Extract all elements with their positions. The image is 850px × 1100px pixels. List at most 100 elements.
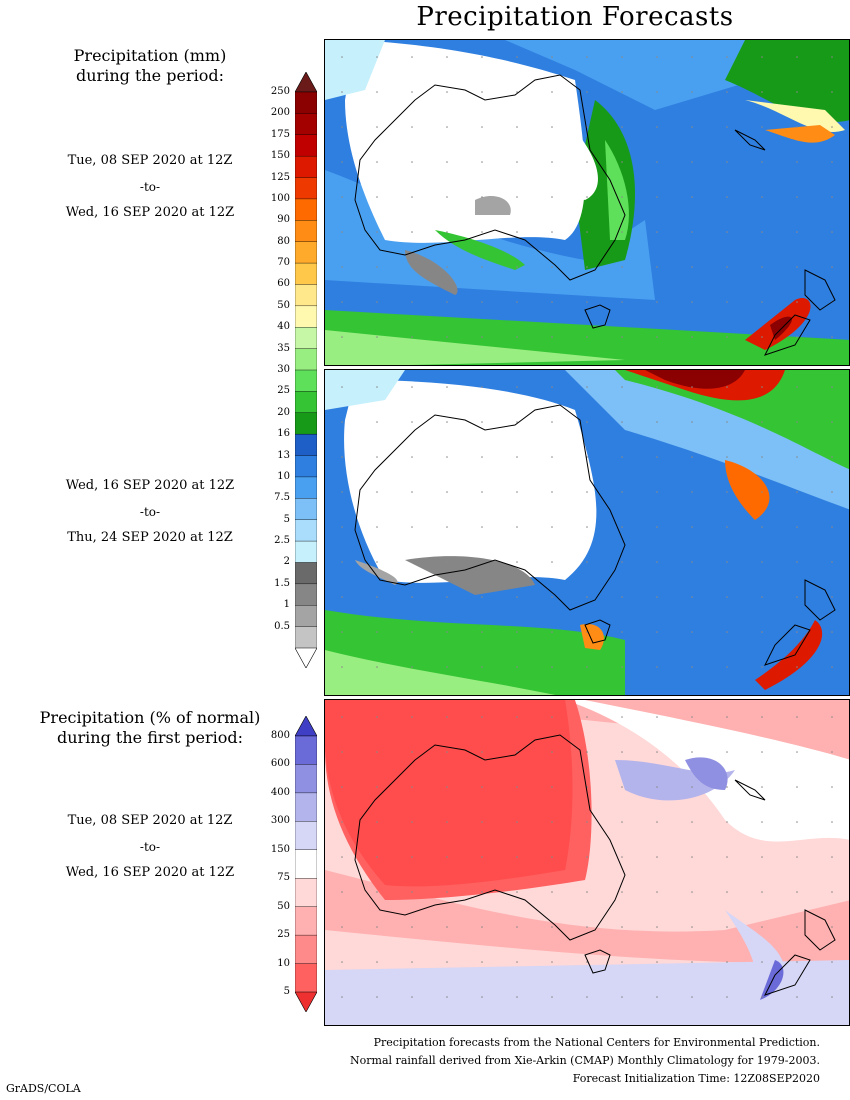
colorbar-swatch — [294, 455, 318, 478]
colorbar-tick-label: 70 — [277, 257, 290, 269]
colorbar-tick-label: 50 — [277, 900, 290, 912]
precip-map-2 — [325, 370, 849, 695]
panel3-period: Tue, 08 SEP 2020 at 12Z -to- Wed, 16 SEP… — [30, 808, 270, 886]
period-sep: -to- — [139, 505, 161, 519]
panel2-period: Wed, 16 SEP 2020 at 12Z -to- Thu, 24 SEP… — [30, 473, 270, 551]
map-panel-3 — [324, 699, 850, 1026]
precip-colorbar — [294, 71, 318, 669]
colorbar-swatch — [294, 155, 318, 179]
colorbar-tick-label: 50 — [277, 299, 290, 311]
colorbar-tick-label: 250 — [270, 86, 290, 97]
colorbar-swatch — [294, 540, 318, 564]
colorbar-tick-label: 20 — [277, 406, 290, 418]
colorbar-tick-label: 30 — [277, 364, 290, 375]
colorbar-tick-label: 150 — [270, 150, 290, 162]
precip-colorbar-svg — [294, 71, 318, 669]
colorbar-swatch — [294, 220, 318, 243]
panel3-heading: Precipitation (% of normal) during the f… — [30, 708, 270, 748]
colorbar-tick-label: 150 — [270, 843, 290, 855]
colorbar-swatch — [294, 433, 318, 457]
map-panel-1 — [324, 39, 850, 366]
percent-colorbar — [294, 715, 318, 1013]
footer-line-normal: Normal rainfall derived from Xie-Arkin (… — [350, 1054, 820, 1067]
colorbar-swatch — [294, 113, 318, 136]
colorbar-tick-label: 16 — [277, 428, 290, 440]
colorbar-tick-label: 2 — [283, 556, 290, 568]
precip-map-1 — [325, 40, 849, 365]
footer-notes: Precipitation forecasts from the Nationa… — [260, 1034, 820, 1088]
colorbar-swatch — [294, 177, 318, 200]
map-panel-2 — [324, 369, 850, 696]
colorbar-tick-label: 25 — [277, 385, 290, 397]
colorbar-tick-label: 100 — [270, 192, 290, 204]
colorbar-arrow-bottom — [294, 647, 318, 669]
colorbar-swatch — [294, 476, 318, 500]
colorbar-tick-label: 7.5 — [274, 492, 290, 504]
colorbar-swatch — [294, 391, 318, 414]
colorbar-swatch — [294, 583, 318, 606]
period-end: Wed, 16 SEP 2020 at 12Z — [65, 865, 235, 880]
colorbar-tick-label: 2.5 — [274, 535, 290, 547]
colorbar-swatch — [294, 412, 318, 435]
colorbar-arrow-top — [294, 715, 318, 737]
colorbar-swatch — [294, 906, 318, 936]
colorbar-swatch — [294, 878, 318, 908]
panel1-heading-line2: during the period: — [76, 66, 224, 85]
colorbar-swatch — [294, 963, 318, 993]
panel1-heading: Precipitation (mm) during the period: — [30, 46, 270, 86]
credit-label: GrADS/COLA — [6, 1082, 81, 1095]
colorbar-swatch — [294, 91, 318, 115]
colorbar-tick-label: 175 — [270, 128, 290, 140]
panel3-heading-line1: Precipitation (% of normal) — [39, 708, 261, 727]
colorbar-tick-label: 1.5 — [274, 577, 290, 589]
colorbar-swatch — [294, 369, 318, 393]
footer-line-init-time: Forecast Initialization Time: 12Z08SEP20… — [572, 1072, 820, 1085]
colorbar-swatch — [294, 284, 318, 307]
colorbar-tick-label: 600 — [270, 758, 290, 770]
period-end: Wed, 16 SEP 2020 at 12Z — [65, 205, 235, 220]
period-sep: -to- — [139, 840, 161, 854]
colorbar-tick-label: 125 — [270, 171, 290, 183]
colorbar-tick-label: 75 — [277, 872, 290, 884]
panel3-heading-line2: during the first period: — [56, 728, 244, 747]
colorbar-swatch — [294, 562, 318, 585]
colorbar-swatch — [294, 198, 318, 222]
colorbar-tick-label: 200 — [270, 107, 290, 119]
colorbar-tick-label: 5 — [283, 986, 290, 997]
colorbar-swatch — [294, 519, 318, 542]
colorbar-tick-label: 10 — [277, 470, 290, 482]
colorbar-swatch — [294, 792, 318, 823]
colorbar-tick-label: 80 — [277, 235, 290, 247]
page-title: Precipitation Forecasts — [416, 2, 734, 32]
colorbar-swatch — [294, 764, 318, 794]
colorbar-swatch — [294, 605, 318, 628]
colorbar-tick-label: 1 — [283, 599, 290, 611]
colorbar-swatch — [294, 348, 318, 371]
colorbar-tick-label: 25 — [277, 929, 290, 941]
colorbar-tick-label: 40 — [277, 321, 290, 333]
colorbar-swatch — [294, 241, 318, 264]
colorbar-swatch — [294, 735, 318, 766]
colorbar-tick-label: 13 — [277, 449, 290, 461]
colorbar-tick-label: 300 — [270, 815, 290, 827]
period-start: Tue, 08 SEP 2020 at 12Z — [67, 813, 233, 828]
panel1-heading-line1: Precipitation (mm) — [73, 46, 227, 65]
colorbar-swatch — [294, 305, 318, 328]
colorbar-tick-label: 90 — [277, 214, 290, 226]
panel1-period: Tue, 08 SEP 2020 at 12Z -to- Wed, 16 SEP… — [30, 148, 270, 226]
colorbar-tick-label: 800 — [270, 730, 290, 741]
period-sep: -to- — [139, 180, 161, 194]
colorbar-tick-label: 400 — [270, 786, 290, 798]
period-start: Tue, 08 SEP 2020 at 12Z — [67, 153, 233, 168]
colorbar-tick-label: 60 — [277, 278, 290, 290]
colorbar-swatch — [294, 934, 318, 965]
colorbar-arrow-bottom — [294, 991, 318, 1013]
colorbar-swatch — [294, 327, 318, 350]
colorbar-swatch — [294, 134, 318, 157]
colorbar-swatch — [294, 821, 318, 851]
colorbar-tick-label: 35 — [277, 342, 290, 354]
colorbar-tick-label: 10 — [277, 957, 290, 969]
colorbar-swatch — [294, 262, 318, 286]
period-start: Wed, 16 SEP 2020 at 12Z — [65, 478, 235, 493]
colorbar-swatch — [294, 498, 318, 521]
